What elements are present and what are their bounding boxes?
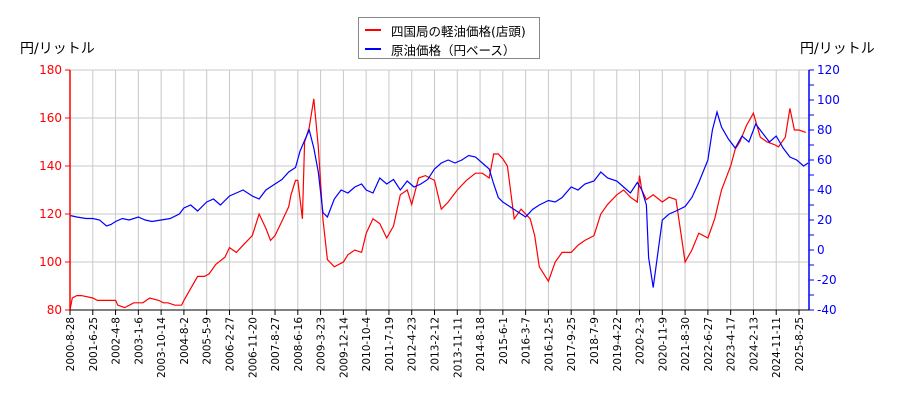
x-axis-tick-label: 2025-8-25 xyxy=(794,317,806,371)
x-axis-tick-label: 2018-7-9 xyxy=(589,317,601,365)
left-axis-tick-label: 140 xyxy=(39,159,62,173)
x-axis-tick-label: 2006-11-20 xyxy=(247,317,259,378)
x-axis-tick-label: 2006-2-27 xyxy=(224,317,236,371)
x-axis-tick-label: 2005-5-9 xyxy=(202,317,214,365)
x-axis-tick-label: 2013-11-11 xyxy=(452,317,464,378)
legend-label-crude: 原油価格（円ベース） xyxy=(391,42,516,58)
right-axis-tick-label: 100 xyxy=(817,93,840,107)
left-axis-tick-label: 180 xyxy=(39,63,62,77)
x-axis-tick-label: 2009-12-14 xyxy=(338,317,350,378)
x-axis-tick-label: 2008-6-16 xyxy=(293,317,305,372)
chart-legend: 四国局の軽油価格(店頭) 原油価格（円ベース） xyxy=(358,17,540,59)
left-axis-tick-label: 120 xyxy=(39,207,62,221)
x-axis-tick-label: 2016-12-5 xyxy=(543,317,555,371)
x-axis-tick-label: 2020-2-3 xyxy=(635,317,647,365)
right-axis-tick-label: 60 xyxy=(817,153,832,167)
legend-label-diesel: 四国局の軽油価格(店頭) xyxy=(391,23,526,39)
x-axis-tick-label: 2015-6-1 xyxy=(498,317,510,365)
x-axis-tick-label: 2010-10-4 xyxy=(361,317,373,372)
x-axis-tick-label: 2003-1-6 xyxy=(133,317,145,365)
x-axis-tick-label: 2007-8-27 xyxy=(270,317,282,371)
x-axis-tick-label: 2023-4-17 xyxy=(726,317,738,371)
left-axis-tick-label: 100 xyxy=(39,255,62,269)
x-axis-tick-label: 2020-11-9 xyxy=(657,317,669,371)
left-axis-label: 円/リットル xyxy=(20,41,95,57)
legend-item-diesel: 四国局の軽油価格(店頭) xyxy=(365,21,526,39)
series-line-crude xyxy=(69,109,809,288)
x-axis-tick-label: 2022-6-27 xyxy=(703,317,715,371)
x-axis-tick-label: 2016-3-7 xyxy=(521,317,533,365)
legend-swatch-blue xyxy=(365,48,381,50)
right-axis-tick-label: -40 xyxy=(817,303,837,317)
x-axis-tick-label: 2011-7-19 xyxy=(384,317,396,371)
right-axis-label: 円/リットル xyxy=(800,41,875,57)
x-axis-tick-label: 2003-10-14 xyxy=(156,317,168,378)
right-axis-tick-label: 0 xyxy=(817,243,825,257)
x-axis-tick-label: 2000-8-28 xyxy=(65,317,77,371)
legend-item-crude: 原油価格（円ベース） xyxy=(365,40,515,58)
right-axis-tick-label: 120 xyxy=(817,63,840,77)
right-axis-tick-label: 80 xyxy=(817,123,832,137)
x-axis-tick-label: 2021-8-30 xyxy=(680,317,692,371)
x-axis-tick-label: 2001-6-25 xyxy=(88,317,100,371)
right-axis-tick-label: -20 xyxy=(817,273,837,287)
left-axis-tick-label: 160 xyxy=(39,111,62,125)
x-axis-tick-label: 2009-3-23 xyxy=(316,317,328,371)
x-axis-tick-label: 2024-11-11 xyxy=(771,317,783,378)
right-axis-tick-label: 40 xyxy=(817,183,832,197)
x-axis-tick-label: 2004-8-2 xyxy=(179,317,191,365)
x-axis-tick-label: 2019-4-22 xyxy=(612,317,624,371)
x-axis-tick-label: 2014-8-18 xyxy=(475,317,487,371)
x-axis-tick-label: 2002-4-8 xyxy=(111,317,123,365)
x-axis-tick-label: 2017-9-25 xyxy=(566,317,578,371)
x-axis-tick-label: 2013-2-12 xyxy=(430,317,442,371)
series-line-diesel xyxy=(69,98,806,311)
legend-swatch-red xyxy=(365,29,381,31)
right-axis-tick-label: 20 xyxy=(817,213,832,227)
x-axis-tick-label: 2012-4-23 xyxy=(407,317,419,371)
left-axis-tick-label: 80 xyxy=(47,303,62,317)
x-axis-tick-label: 2024-2-13 xyxy=(748,317,760,371)
